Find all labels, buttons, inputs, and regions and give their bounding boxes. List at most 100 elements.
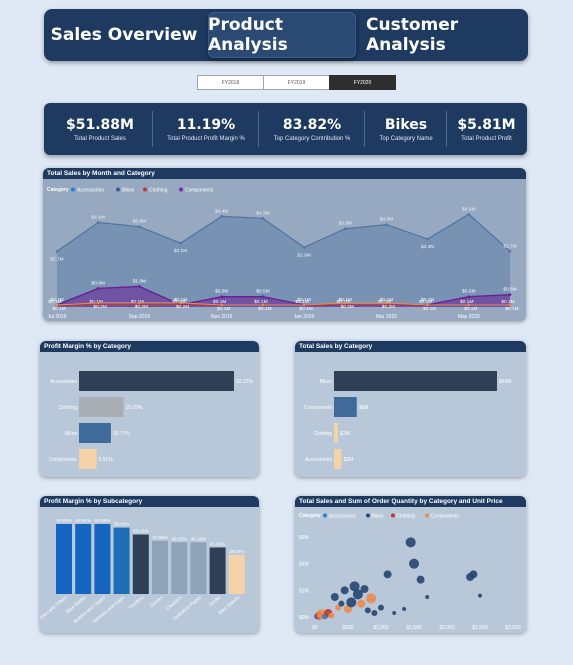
bar-value-label: 62.60%	[76, 518, 91, 523]
data-label: $0.1M	[460, 299, 473, 305]
data-point	[426, 303, 429, 307]
bar	[75, 524, 92, 594]
data-label: $0.9M	[92, 280, 105, 286]
data-label: $0.1M	[50, 297, 63, 303]
scatter-point	[383, 570, 392, 579]
data-label: $0.1M	[254, 299, 267, 305]
tab-sales-overview[interactable]: Sales Overview	[50, 25, 198, 45]
bar	[79, 371, 234, 391]
bar	[334, 423, 338, 443]
x-tick-label: Jan 2020	[294, 314, 315, 320]
kpi-profit-margin: 11.19% Total Product Profit Margin %	[154, 107, 258, 151]
data-label: $0.6M	[503, 287, 516, 293]
bar	[56, 524, 72, 594]
x-tick-label: $1,000	[373, 625, 389, 631]
area-bikes	[57, 214, 510, 307]
data-label: $4.4M	[215, 208, 228, 214]
sales-quantity-scatter-chart[interactable]: Category Accessories Bikes Clothing Componen…	[295, 507, 526, 633]
category-label: Clothing	[314, 431, 333, 437]
data-point	[302, 303, 306, 307]
scatter-point	[409, 558, 419, 569]
legend-marker	[425, 513, 429, 518]
category-label: Tires and Tubes	[40, 595, 69, 622]
bar-value-label: $1M	[340, 431, 350, 437]
data-label: $0.1M	[297, 297, 310, 303]
kpi-value: Bikes	[384, 116, 428, 133]
scatter-panel: Total Sales and Sum of Order Quantity by…	[295, 496, 526, 633]
legend-item: Clothing	[397, 514, 416, 520]
scatter-point	[378, 604, 384, 611]
scatter-point	[330, 593, 339, 601]
data-point	[508, 293, 512, 296]
kpi-total-sales: $51.88M Total Product Sales	[46, 107, 154, 151]
scatter-point	[338, 600, 345, 607]
data-label: $0.1M	[378, 299, 391, 305]
x-tick-label: $1,500	[406, 625, 422, 631]
data-label: $4.0M	[380, 217, 393, 223]
category-label: Components	[49, 457, 78, 463]
bar	[113, 527, 130, 594]
bar-value-label: $2M	[344, 457, 354, 463]
legend-marker	[391, 513, 395, 518]
year-button-fy2019[interactable]: FY2019	[263, 75, 330, 90]
legend-marker	[366, 513, 370, 518]
bar-value-label: 35.07%	[229, 549, 244, 554]
tab-customer-analysis[interactable]: Customer Analysis	[366, 15, 459, 55]
data-label: $0.1M	[421, 297, 434, 303]
legend-marker	[71, 187, 75, 192]
kpi-label: Total Product Sales	[74, 135, 126, 142]
data-label: $0.1M	[501, 299, 514, 305]
scatter-point	[335, 604, 342, 611]
x-tick-label: Sep 2019	[129, 314, 151, 320]
bar	[190, 542, 207, 594]
data-label: $0.2M	[94, 304, 107, 310]
year-button-fy2020[interactable]: FY2020	[329, 75, 396, 90]
scatter-point	[346, 597, 357, 608]
data-point	[426, 237, 429, 241]
data-label: $0.1M	[90, 299, 103, 305]
sales-category-chart[interactable]: Bikes $43M Components $6M Clothing $1M Accesso…	[295, 352, 526, 477]
data-point	[96, 301, 100, 305]
sales-by-month-chart[interactable]: Category Accessories Bikes Clothing Componen…	[43, 179, 526, 321]
x-tick-label: $0	[312, 625, 318, 631]
data-point	[138, 303, 141, 307]
bar-value-label: 46.18%	[191, 536, 206, 541]
profit-margin-category-chart[interactable]: Accessories 52.37% Clothing 15.05% Bikes 10.7…	[40, 352, 259, 477]
divider	[152, 111, 153, 147]
bar-value-label: 53.16%	[133, 529, 148, 534]
data-point	[467, 303, 471, 307]
panel-title: Profit Margin % by Category	[40, 341, 259, 352]
scatter-point	[392, 611, 397, 615]
legend-item: Bikes	[372, 514, 385, 520]
category-label: Bikes	[320, 379, 333, 385]
scatter-point	[405, 537, 416, 548]
data-label: $3.3M	[421, 244, 434, 250]
data-point	[138, 225, 141, 228]
bar	[79, 397, 124, 417]
year-button-fy2018[interactable]: FY2018	[197, 75, 264, 90]
category-label: Helmets and Caps	[92, 595, 127, 625]
kpi-value: $5.81M	[457, 116, 516, 133]
data-label: $0.1M	[464, 306, 477, 312]
data-point	[96, 221, 100, 224]
legend-marker	[323, 513, 327, 518]
bar	[132, 534, 149, 594]
y-tick-label: $6M	[299, 535, 309, 541]
category-label: Clothing	[59, 405, 78, 411]
data-point	[343, 303, 347, 307]
scatter-point	[340, 586, 349, 595]
scatter-point	[349, 581, 360, 592]
legend-marker	[179, 187, 183, 192]
data-label: $4.5M	[462, 206, 475, 212]
line-components	[56, 285, 511, 306]
kpi-label: Top Category Contribution %	[273, 135, 351, 142]
tab-product-analysis[interactable]: Product Analysis	[208, 12, 356, 58]
x-tick-label: Mar 2020	[376, 314, 397, 320]
data-point	[55, 303, 59, 307]
scatter-point	[425, 595, 430, 599]
data-point	[385, 301, 388, 305]
bar-value-label: 46.25%	[172, 536, 187, 541]
data-point	[96, 303, 100, 307]
scatter-point	[360, 585, 369, 593]
